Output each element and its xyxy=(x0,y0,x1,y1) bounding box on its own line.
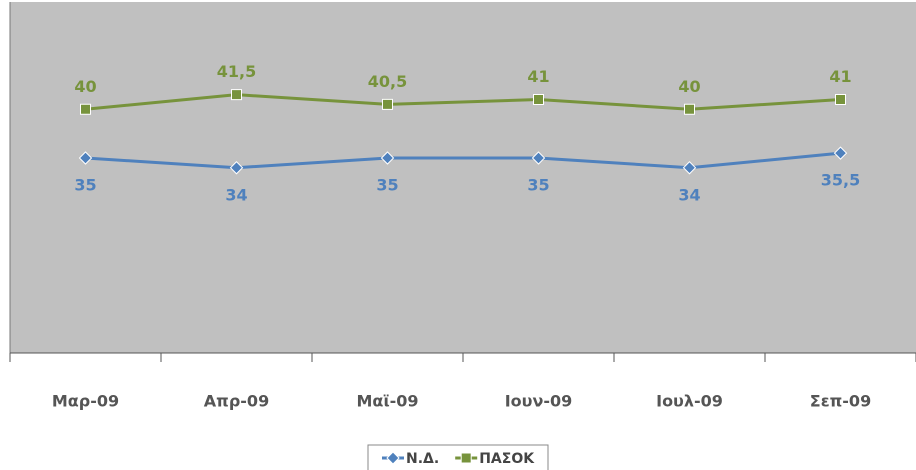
value-label: 41 xyxy=(829,67,851,86)
point-marker xyxy=(833,146,848,160)
value-label: 41 xyxy=(527,67,549,86)
point-marker xyxy=(229,161,244,175)
x-tick-label: Απρ-09 xyxy=(204,392,269,411)
point-marker xyxy=(682,161,697,175)
point-marker xyxy=(78,151,93,165)
value-label: 34 xyxy=(225,185,247,204)
point-marker xyxy=(684,103,695,115)
legend-marker xyxy=(460,452,472,464)
x-tick-label: Σεπ-09 xyxy=(810,392,871,411)
value-label: 35 xyxy=(74,176,96,195)
value-label: 35,5 xyxy=(821,171,860,190)
series-line xyxy=(85,93,841,111)
point-marker xyxy=(835,94,846,105)
point-marker xyxy=(531,151,546,165)
point-marker xyxy=(533,94,544,105)
value-label: 35 xyxy=(376,176,398,195)
legend-marker xyxy=(386,451,400,465)
x-tick-label: Μαρ-09 xyxy=(52,392,119,411)
point-marker xyxy=(80,103,91,115)
value-label: 40 xyxy=(74,77,96,96)
value-label: 41,5 xyxy=(217,62,256,81)
legend-label: ΠΑΣΟΚ xyxy=(479,451,535,467)
value-label: 34 xyxy=(678,185,700,204)
point-marker xyxy=(231,89,242,101)
legend-label: Ν.Δ. xyxy=(406,451,439,467)
value-label: 35 xyxy=(527,176,549,195)
value-label: 40,5 xyxy=(368,72,407,91)
x-tick-label: Ιουλ-09 xyxy=(656,392,723,411)
point-marker xyxy=(382,98,393,110)
plot-area xyxy=(10,2,916,353)
series-line xyxy=(85,151,841,170)
point-marker xyxy=(380,151,395,165)
x-tick-label: Ιουν-09 xyxy=(505,392,573,411)
value-label: 40 xyxy=(678,77,700,96)
x-tick-label: Μαϊ-09 xyxy=(356,392,418,411)
